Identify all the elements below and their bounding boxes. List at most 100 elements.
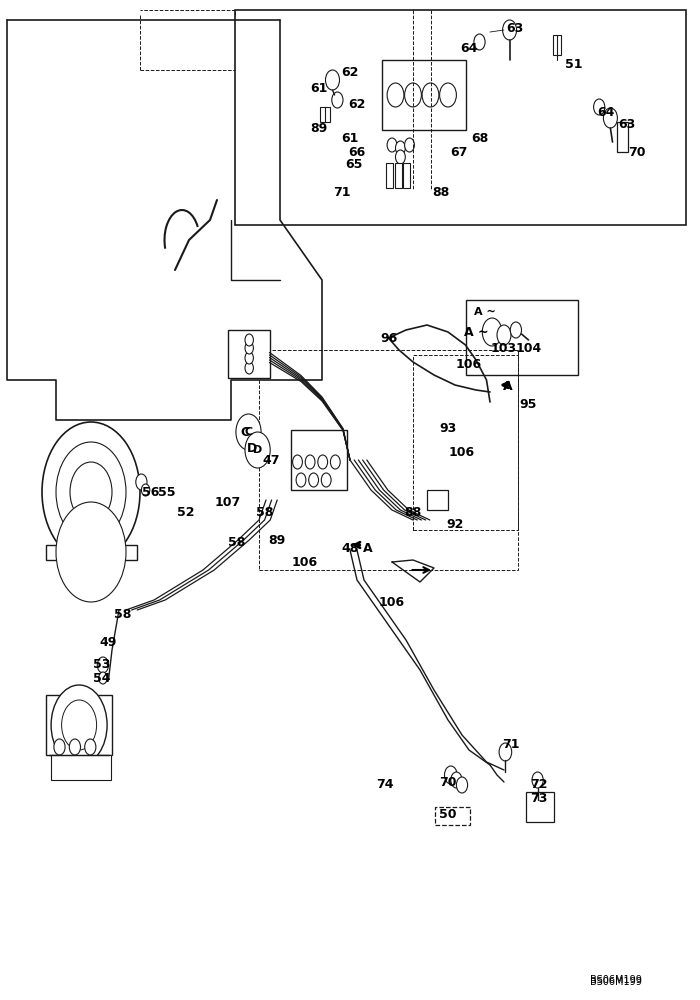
- Bar: [553, 35, 561, 55]
- Circle shape: [245, 342, 253, 354]
- Circle shape: [395, 150, 405, 164]
- Text: 88: 88: [405, 506, 421, 518]
- Text: A: A: [363, 542, 372, 554]
- Text: 89: 89: [310, 121, 327, 134]
- Text: 71: 71: [503, 738, 519, 752]
- Circle shape: [136, 474, 147, 490]
- Bar: [290, 430, 346, 490]
- Text: 64: 64: [461, 41, 477, 54]
- Circle shape: [56, 442, 126, 542]
- Bar: [259, 350, 518, 570]
- Text: BS06M199: BS06M199: [590, 977, 642, 987]
- Text: A ~: A ~: [474, 307, 496, 317]
- Text: 62: 62: [349, 99, 365, 111]
- Circle shape: [499, 743, 512, 761]
- Circle shape: [42, 422, 140, 562]
- Circle shape: [395, 141, 405, 155]
- Circle shape: [51, 685, 107, 765]
- Bar: [526, 792, 554, 822]
- Text: 63: 63: [506, 21, 523, 34]
- Bar: [413, 355, 518, 530]
- Circle shape: [603, 108, 617, 128]
- Circle shape: [245, 334, 253, 346]
- Bar: [386, 163, 393, 188]
- Text: 103: 103: [491, 342, 517, 355]
- Circle shape: [62, 700, 97, 750]
- Bar: [228, 330, 270, 378]
- Text: D: D: [247, 442, 257, 456]
- Text: 89: 89: [268, 534, 285, 546]
- Circle shape: [510, 322, 522, 338]
- Text: 106: 106: [291, 556, 318, 568]
- Circle shape: [318, 455, 328, 469]
- Text: 62: 62: [342, 66, 358, 79]
- Circle shape: [141, 484, 150, 496]
- Circle shape: [456, 777, 468, 793]
- Text: 70: 70: [629, 145, 645, 158]
- Text: 58: 58: [228, 536, 245, 548]
- Text: 73: 73: [531, 792, 547, 804]
- Text: 55: 55: [158, 487, 175, 499]
- Bar: [617, 122, 628, 152]
- Text: 56: 56: [142, 487, 159, 499]
- Text: 66: 66: [349, 145, 365, 158]
- Circle shape: [321, 473, 331, 487]
- Circle shape: [236, 414, 261, 450]
- Text: 51: 51: [566, 58, 582, 72]
- Bar: [427, 490, 448, 510]
- Bar: [46, 545, 136, 560]
- Circle shape: [405, 138, 414, 152]
- Text: 61: 61: [311, 82, 328, 95]
- Circle shape: [405, 83, 421, 107]
- Text: 106: 106: [379, 595, 405, 608]
- Circle shape: [594, 99, 605, 115]
- Circle shape: [70, 462, 112, 522]
- Text: 64: 64: [597, 105, 614, 118]
- Text: 58: 58: [256, 506, 273, 518]
- Text: A: A: [503, 379, 513, 392]
- Text: 106: 106: [449, 446, 475, 458]
- Text: 61: 61: [342, 131, 358, 144]
- Circle shape: [56, 502, 126, 602]
- Circle shape: [99, 672, 107, 684]
- Circle shape: [326, 70, 340, 90]
- Circle shape: [332, 92, 343, 108]
- Circle shape: [387, 138, 397, 152]
- Circle shape: [497, 325, 511, 345]
- Text: 71: 71: [333, 186, 350, 198]
- Circle shape: [474, 34, 485, 50]
- Text: 49: 49: [100, 636, 117, 648]
- Circle shape: [330, 455, 340, 469]
- Bar: [382, 60, 466, 130]
- Text: 50: 50: [440, 808, 456, 820]
- Bar: [435, 807, 470, 825]
- Text: 47: 47: [263, 454, 280, 466]
- Circle shape: [305, 455, 315, 469]
- Bar: [234, 10, 686, 225]
- Circle shape: [69, 739, 80, 755]
- Text: 104: 104: [515, 342, 542, 355]
- Text: C: C: [240, 426, 250, 438]
- Text: 95: 95: [520, 397, 537, 410]
- Circle shape: [422, 83, 439, 107]
- Circle shape: [482, 318, 502, 346]
- Circle shape: [451, 772, 462, 788]
- Circle shape: [532, 772, 543, 788]
- Text: 53: 53: [93, 658, 110, 672]
- Text: 48: 48: [342, 542, 358, 554]
- Text: C: C: [244, 427, 253, 437]
- Text: 67: 67: [450, 145, 467, 158]
- Text: 92: 92: [447, 518, 463, 532]
- Text: 74: 74: [377, 778, 394, 792]
- Text: 106: 106: [456, 359, 482, 371]
- Text: 63: 63: [618, 118, 635, 131]
- Circle shape: [85, 739, 96, 755]
- Bar: [51, 755, 111, 780]
- Bar: [320, 107, 326, 122]
- Circle shape: [54, 739, 65, 755]
- Text: 72: 72: [531, 778, 547, 792]
- Bar: [466, 300, 578, 375]
- Circle shape: [503, 20, 517, 40]
- Text: 96: 96: [380, 332, 397, 344]
- Bar: [403, 163, 410, 188]
